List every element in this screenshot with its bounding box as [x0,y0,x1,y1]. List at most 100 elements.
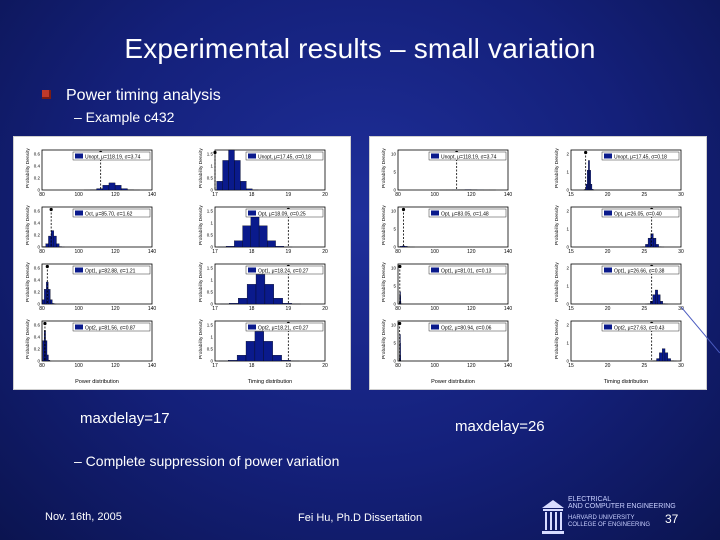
y-tick-label: 0 [393,245,396,250]
histogram-bar [281,360,291,362]
legend-swatch [431,267,439,273]
logo-line-4: COLLEGE OF ENGINEERING [568,522,651,528]
y-tick-label: 0.2 [34,290,41,295]
histogram-bar [121,188,128,191]
y-tick-label: 0 [566,302,569,307]
x-tick-label: 30 [678,306,684,312]
x-tick-label: 140 [148,192,157,198]
sub-bullet-example: – Example c432 [74,109,175,125]
x-axis-label: Power distribution [75,379,119,385]
y-axis-label: Probability Density [25,262,31,302]
histogram-bar [662,348,666,362]
histogram-bar [667,358,671,362]
x-tick-label: 15 [568,192,574,198]
column-building-icon [542,500,564,534]
x-tick-label: 17 [212,249,218,255]
x-tick-label: 100 [430,363,439,369]
y-axis-label: Probability Density [381,262,387,302]
x-axis-label: Timing distribution [248,379,292,385]
legend-box [72,208,151,218]
x-tick-label: 20 [322,192,328,198]
legend-swatch [75,267,83,273]
histogram-bar [234,160,241,191]
y-tick-label: 5 [393,284,396,289]
histogram-bar [655,289,658,305]
histogram-bar [102,185,110,191]
x-tick-label: 15 [568,306,574,312]
x-tick-label: 80 [395,306,401,312]
legend-box [428,208,507,218]
histogram-bar [588,160,590,191]
y-tick-label: 10 [391,209,397,214]
histogram-bar [254,331,264,362]
y-tick-label: 1 [210,335,213,340]
legend: Unopt, μ=17.45, σ=0.18 [601,151,680,160]
x-tick-label: 120 [467,192,476,198]
marker-dot [398,264,402,269]
marker-dot [398,321,402,326]
legend-box [245,265,324,275]
legend-swatch [75,153,83,159]
histogram-bar [404,246,408,248]
histogram-bar [664,352,669,362]
y-tick-label: 5 [393,341,396,346]
legend-label: Opt2, μ=27.63, σ=0.43 [614,325,665,331]
x-tick-label: 20 [605,192,611,198]
histogram-bar [96,188,103,191]
legend-swatch [431,153,439,159]
y-tick-label: 1.5 [207,209,214,214]
x-tick-label: 19 [286,306,292,312]
histogram-bar [234,240,243,248]
x-tick-label: 20 [322,363,328,369]
x-tick-label: 140 [148,363,157,369]
y-tick-label: 1 [566,284,569,289]
y-tick-label: 2 [566,266,569,271]
legend-box [245,322,324,332]
marker-dot [49,207,53,212]
subplot-right-0-3: Opt2, μ=80.94, σ=0.06 10 5 080 100 120 140 Prob… [381,319,512,369]
legend-label: Opt, μ=18.09, σ=0.25 [258,211,306,217]
y-tick-label: 0.4 [34,164,41,169]
y-axis-label: Probability Density [25,148,31,188]
histogram-bar [238,298,248,305]
footer-date: Nov. 16th, 2005 [45,511,122,523]
histogram-bar [590,184,593,191]
legend-swatch [604,210,612,216]
x-tick-label: 80 [395,192,401,198]
legend-box [601,322,680,332]
histogram-bar [275,246,284,248]
histogram-bar [114,185,122,191]
legend-swatch [604,153,612,159]
marker-dot [45,264,49,269]
legend: Opt1, μ=82.88, σ=1.21 [72,265,151,274]
legend: Oct, μ=85.70, σ=1.62 [72,208,151,218]
histogram-bar [228,149,235,191]
histogram-bar [44,289,47,305]
x-tick-label: 100 [430,306,439,312]
legend: Opt, μ=26.05, σ=0.40 [601,208,680,217]
histogram-bar [657,294,661,305]
x-tick-label: 25 [642,363,648,369]
legend: Opt1, μ=26.66, σ=0.38 [601,265,680,274]
x-tick-label: 140 [504,363,513,369]
histogram-bar [263,341,273,362]
x-tick-label: 100 [430,192,439,198]
x-tick-label: 80 [395,363,401,369]
subplot-left-0-1: Oct, μ=85.70, σ=1.62 0.6 0.4 0.2 080 100 120 14… [25,205,156,255]
legend-swatch [248,267,256,273]
x-tick-label: 15 [568,363,574,369]
legend: Unopt, μ=17.45, σ=0.18 [245,151,324,160]
x-tick-label: 19 [286,192,292,198]
slide-title: Experimental results – small variation [124,33,596,64]
histogram-bar [656,358,660,362]
figure-maxdelay-17: Unopt, μ=118.19, σ=3.74 0.6 0.4 0.2 0 80 100 12… [13,136,351,390]
legend: Opt, μ=18.09, σ=0.25 [245,208,324,217]
legend: Opt2, μ=81.56, σ=0.87 [72,322,151,331]
x-tick-label: 100 [74,306,83,312]
y-axis-label: Probability Density [25,205,31,245]
x-tick-label: 20 [322,306,328,312]
y-axis-label: Probability Density [198,262,204,302]
histogram-bar [585,184,588,191]
histogram-bar [250,214,260,248]
x-tick-label: 120 [467,306,476,312]
